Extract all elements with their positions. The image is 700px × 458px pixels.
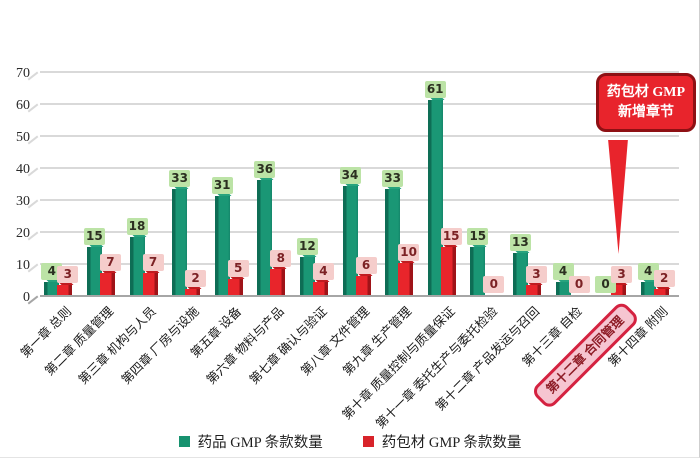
y-axis-tick-label: 50	[16, 130, 30, 145]
green-bar	[512, 253, 528, 295]
category-label: 第三章 机构与人员	[76, 304, 160, 388]
red-value-label: 4	[312, 263, 334, 281]
green-bar	[385, 189, 401, 295]
green-value-label: 4	[41, 263, 63, 281]
green-bar	[172, 189, 188, 295]
green-value-label: 34	[339, 167, 361, 185]
legend-label-drug-gmp: 药品 GMP 条款数量	[197, 435, 323, 451]
green-bar	[299, 256, 315, 295]
legend-label-packaging-gmp: 药包材 GMP 条款数量	[381, 435, 522, 451]
category-label: 第四章 厂房与设施	[118, 304, 202, 388]
green-bar	[214, 195, 230, 295]
green-value-label: 18	[126, 218, 148, 236]
y-axis-tick-label: 30	[16, 194, 30, 209]
green-bar	[44, 282, 60, 295]
gridline-60	[40, 103, 679, 105]
red-value-label: 8	[270, 250, 292, 268]
red-bar	[57, 285, 73, 295]
green-value-label: 15	[467, 228, 489, 245]
red-bar	[227, 279, 243, 295]
red-bar	[99, 272, 115, 295]
green-bar	[86, 247, 102, 295]
red-value-label: 5	[227, 260, 249, 277]
red-value-label: 15	[440, 228, 462, 245]
red-value-label: 7	[99, 253, 121, 271]
green-bar	[470, 247, 486, 295]
legend-item-drug-gmp: 药品 GMP 条款数量	[178, 431, 323, 452]
gridline-30	[40, 199, 679, 201]
red-value-label: 0	[568, 276, 590, 293]
y-axis-tick-label: 70	[16, 66, 30, 81]
y-axis-tick-label: 20	[16, 226, 30, 241]
green-value-label: 13	[509, 234, 531, 252]
y-axis-tick-label: 10	[16, 258, 30, 273]
gridline-0	[40, 295, 679, 297]
green-value-label: 4	[637, 263, 659, 281]
green-value-label: 36	[254, 160, 276, 178]
red-bar	[270, 269, 286, 295]
red-bar	[525, 285, 541, 295]
gridline-70	[40, 71, 679, 73]
red-bar	[355, 275, 371, 295]
red-bar	[398, 263, 414, 295]
annotation-callout-box: 药包材 GMP 新增章节	[596, 73, 696, 133]
green-bar	[342, 186, 358, 295]
red-value-label: 3	[57, 266, 79, 284]
green-value-label: 33	[169, 170, 191, 188]
legend: 药品 GMP 条款数量 药包材 GMP 条款数量	[0, 431, 699, 452]
red-value-label: 2	[185, 269, 207, 287]
category-label: 第六章 物料与产品	[204, 304, 287, 388]
gridline-50	[40, 135, 679, 137]
category-label: 第七章 确认与验证	[246, 304, 330, 388]
y-axis-tick-label: 0	[23, 290, 30, 305]
red-value-label: 3	[611, 266, 633, 284]
red-bar	[142, 272, 158, 295]
y-axis-tick-label: 40	[16, 162, 30, 177]
red-bar	[185, 288, 201, 295]
green-bar	[129, 237, 145, 295]
green-value-label: 33	[382, 170, 404, 188]
red-bar	[312, 282, 328, 295]
red-bar	[440, 247, 456, 295]
red-value-label: 3	[525, 266, 547, 284]
green-value-label: 12	[296, 237, 318, 255]
green-bar	[257, 179, 273, 295]
red-value-label: 6	[355, 256, 377, 274]
gridline-20	[40, 231, 679, 233]
red-swatch-icon	[362, 436, 374, 447]
green-bar	[640, 282, 656, 295]
green-swatch-icon	[178, 436, 190, 447]
green-value-label: 0	[595, 276, 617, 293]
green-value-label: 4	[552, 263, 574, 281]
red-value-label: 10	[398, 244, 420, 261]
red-bar	[653, 288, 669, 295]
green-value-label: 61	[424, 80, 446, 98]
red-bar	[611, 285, 627, 295]
red-value-label: 7	[142, 253, 164, 271]
red-value-label: 0	[483, 276, 505, 293]
green-value-label: 31	[211, 176, 233, 194]
y-axis-tick-label: 60	[16, 98, 30, 113]
green-bar	[555, 282, 571, 295]
green-value-label: 15	[83, 228, 105, 245]
green-bar	[427, 99, 443, 295]
legend-item-packaging-gmp: 药包材 GMP 条款数量	[362, 431, 522, 452]
red-value-label: 2	[653, 269, 675, 287]
